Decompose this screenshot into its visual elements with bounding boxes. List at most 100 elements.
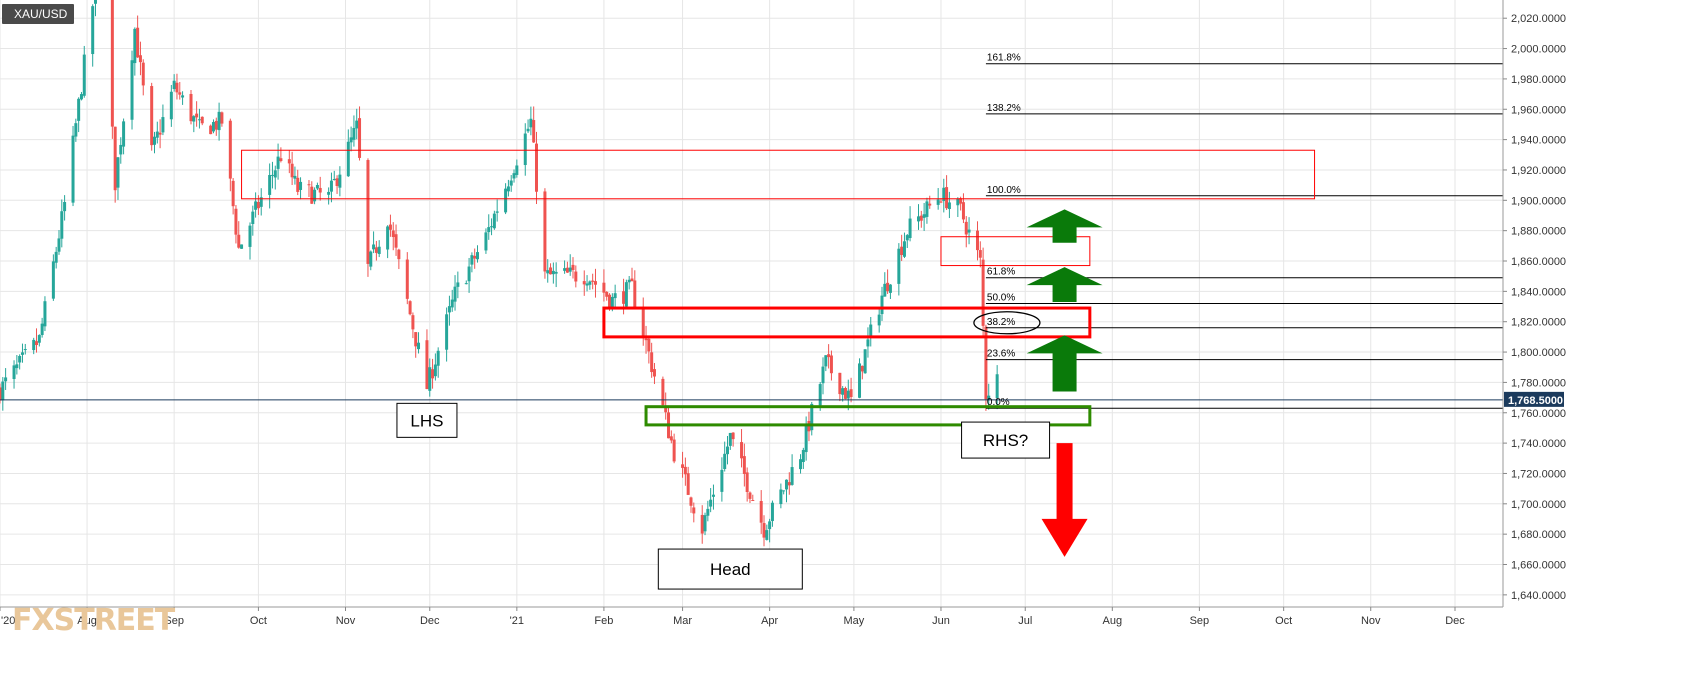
candle-body xyxy=(804,423,808,453)
candle-body xyxy=(967,229,971,233)
candle-body xyxy=(32,339,36,351)
rhs-label: RHS? xyxy=(961,421,1051,459)
green-arrow-up-mid xyxy=(1026,267,1103,302)
candle-body xyxy=(782,490,786,492)
candle-body xyxy=(318,187,322,193)
candle-body xyxy=(568,267,572,272)
candle-body xyxy=(240,244,244,249)
candle-body xyxy=(799,459,803,470)
green-arrow-up-mid-shape xyxy=(1026,267,1103,302)
y-tick-label: 2,020.0000 xyxy=(1511,13,1566,25)
candle-body xyxy=(689,497,693,506)
candle-body xyxy=(908,218,912,239)
candle-body xyxy=(150,86,154,146)
candle-body xyxy=(214,120,218,130)
candle-body xyxy=(456,282,460,287)
candle-body xyxy=(523,133,527,166)
price-tag: 1,768.5000 xyxy=(1508,395,1563,407)
candle-body xyxy=(20,352,24,355)
candle-body xyxy=(765,530,769,540)
candle-body xyxy=(633,280,637,308)
candle-body xyxy=(905,235,909,241)
candle-body xyxy=(161,117,165,133)
candle-body xyxy=(251,211,255,225)
candle-body xyxy=(883,283,887,297)
candle-body xyxy=(366,160,370,264)
x-tick-label: Oct xyxy=(250,615,267,627)
candle-body xyxy=(71,135,75,203)
candle-body xyxy=(554,271,558,274)
x-tick-label: '21 xyxy=(510,615,524,627)
candle-body xyxy=(692,507,696,514)
candle-body xyxy=(414,332,418,347)
candle-body xyxy=(748,492,752,499)
candle-body xyxy=(178,92,182,95)
candle-body xyxy=(731,432,735,440)
candle-body xyxy=(869,324,873,339)
candle-body xyxy=(169,91,173,120)
candle-body xyxy=(709,499,713,507)
x-tick-label: Aug xyxy=(77,615,97,627)
candle-body xyxy=(82,54,86,96)
candle-body xyxy=(546,270,550,274)
candle-body xyxy=(582,281,586,285)
candle-body xyxy=(433,364,437,377)
candle-body xyxy=(728,432,732,446)
candle-body xyxy=(956,198,960,206)
fib-label: 50.0% xyxy=(987,293,1015,304)
candle-body xyxy=(978,250,982,258)
candle-body xyxy=(770,502,774,522)
candle-body xyxy=(54,251,58,263)
candle-body xyxy=(711,494,715,497)
candle-body xyxy=(768,521,772,530)
candle-body xyxy=(827,354,831,358)
candle-body xyxy=(299,181,303,190)
y-tick-label: 1,840.0000 xyxy=(1511,286,1566,298)
x-tick-label: Oct xyxy=(1275,615,1292,627)
candle-body xyxy=(234,208,238,235)
candle-body xyxy=(116,157,120,188)
candle-body xyxy=(880,295,884,315)
candle-body xyxy=(60,211,64,239)
candle-body xyxy=(94,0,98,4)
y-tick-label: 1,900.0000 xyxy=(1511,195,1566,207)
candle-body xyxy=(585,283,589,286)
y-tick-label: 1,980.0000 xyxy=(1511,74,1566,86)
candle-body xyxy=(829,355,833,374)
fib-label: 23.6% xyxy=(987,349,1015,360)
candle-body xyxy=(605,291,609,297)
y-tick-label: 1,820.0000 xyxy=(1511,317,1566,329)
x-tick-label: Jun xyxy=(932,615,950,627)
x-tick-label: Nov xyxy=(1361,615,1381,627)
symbol-badge[interactable]: XAU/USD xyxy=(2,4,75,24)
candle-body xyxy=(838,372,842,395)
y-tick-label: 1,920.0000 xyxy=(1511,165,1566,177)
head-label: Head xyxy=(657,548,803,590)
fib-label: 0.0% xyxy=(987,397,1010,408)
candle-body xyxy=(647,338,651,352)
green-arrow-up-top-shape xyxy=(1026,209,1103,243)
candle-body xyxy=(355,120,359,129)
candle-body xyxy=(417,342,421,350)
candle-body xyxy=(172,80,176,90)
candle-body xyxy=(386,226,390,250)
y-tick-label: 1,800.0000 xyxy=(1511,347,1566,359)
green-arrow-up-low-shape xyxy=(1026,335,1103,392)
candle-body xyxy=(394,234,398,248)
candle-body xyxy=(858,363,862,398)
lhs-box xyxy=(396,402,458,438)
candle-body xyxy=(74,123,78,137)
candle-body xyxy=(23,349,27,351)
candle-body xyxy=(405,259,409,299)
fib-label: 100.0% xyxy=(987,185,1021,196)
candle-body xyxy=(431,369,435,379)
candle-body xyxy=(801,449,805,463)
candle-body xyxy=(602,282,606,293)
candle-body xyxy=(315,185,319,189)
y-tick-label: 1,680.0000 xyxy=(1511,529,1566,541)
candle-body xyxy=(745,472,749,493)
candle-body xyxy=(473,255,477,259)
candle-body xyxy=(506,186,510,192)
